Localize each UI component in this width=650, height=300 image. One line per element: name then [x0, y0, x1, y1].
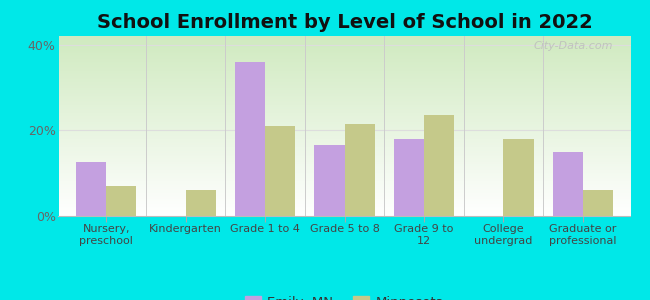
Bar [394, 139, 424, 216]
Text: City-Data.com: City-Data.com [534, 41, 614, 51]
Bar [265, 126, 295, 216]
Bar [552, 152, 583, 216]
Bar [186, 190, 216, 216]
Bar [503, 139, 534, 216]
Bar [106, 186, 136, 216]
Bar [424, 115, 454, 216]
Bar [76, 162, 106, 216]
Bar [235, 62, 265, 216]
Legend: Emily, MN, Minnesota: Emily, MN, Minnesota [239, 291, 450, 300]
Title: School Enrollment by Level of School in 2022: School Enrollment by Level of School in … [97, 13, 592, 32]
Bar [583, 190, 613, 216]
Bar [344, 124, 374, 216]
Bar [315, 145, 344, 216]
